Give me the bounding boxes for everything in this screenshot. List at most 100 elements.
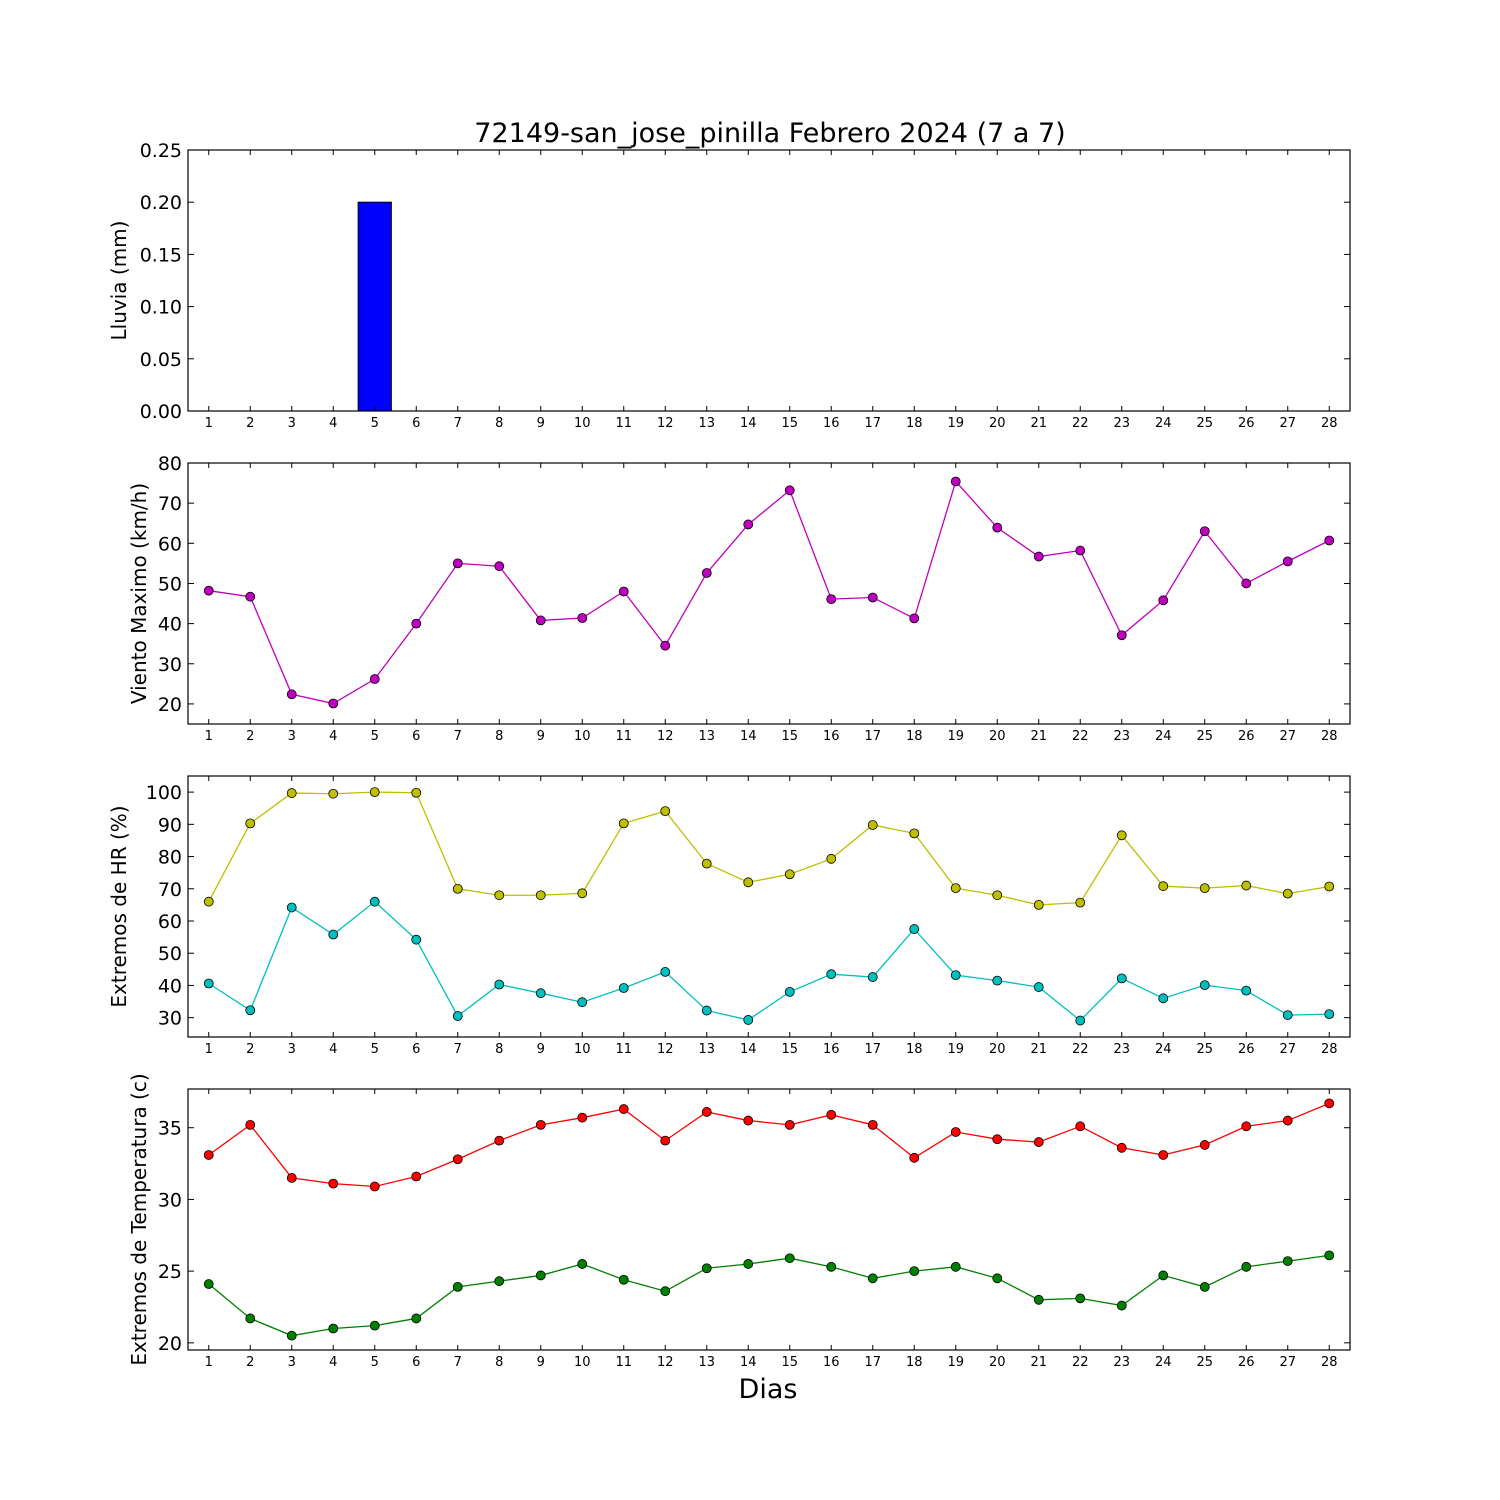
point-day-6 (411, 934, 422, 945)
x-tick-label: 16 (823, 729, 840, 744)
point-day-26 (1241, 985, 1252, 996)
point-day-6 (411, 1313, 422, 1324)
y-tick-label: 35 (158, 1118, 182, 1140)
point-day-3 (286, 689, 297, 700)
x-tick-label: 28 (1321, 729, 1338, 744)
x-tick-label: 27 (1279, 416, 1296, 431)
point-day-19 (950, 476, 961, 487)
x-tick-label: 9 (537, 1042, 545, 1057)
point-day-17 (867, 1273, 878, 1284)
chart-panels: 0.000.050.100.150.200.251 2 3 4 5 6 7 8 9 10 11 12 1… (107, 140, 1351, 1370)
x-tick-label: 20 (989, 416, 1006, 431)
point-day-9 (535, 1270, 546, 1281)
x-tick-label: 21 (1030, 416, 1047, 431)
x-tick-label: 3 (288, 729, 296, 744)
point-day-25 (1199, 526, 1210, 537)
point-day-16 (826, 1261, 837, 1272)
x-tick-label: 10 (574, 416, 591, 431)
x-tick-label: 28 (1321, 416, 1338, 431)
point-day-10 (577, 613, 588, 623)
point-day-3 (286, 1330, 297, 1341)
point-day-12 (660, 967, 671, 977)
x-tick-label: 6 (412, 1355, 420, 1370)
x-tick-label: 12 (657, 729, 674, 744)
x-tick-label: 22 (1072, 1355, 1089, 1370)
point-day-7 (452, 1154, 463, 1165)
point-day-26 (1241, 1261, 1252, 1272)
x-tick-label: 6 (412, 416, 420, 431)
point-day-19 (950, 883, 961, 894)
y-axis-title: Lluvia (mm) (107, 221, 131, 341)
point-day-15 (784, 1119, 795, 1130)
point-day-19 (950, 970, 961, 981)
point-day-21 (1033, 982, 1044, 992)
point-day-2 (245, 1005, 256, 1016)
x-tick-label: 4 (329, 1355, 337, 1370)
point-day-4 (328, 788, 339, 799)
x-tick-label: 4 (329, 729, 337, 744)
x-tick-label: 16 (823, 416, 840, 431)
panel-frame (187, 1088, 1351, 1351)
x-tick-label: 17 (864, 1042, 881, 1057)
point-day-20 (992, 1273, 1003, 1284)
series-line-2 (208, 900, 1330, 1022)
point-day-13 (701, 568, 712, 578)
point-day-7 (452, 1011, 463, 1021)
x-tick-label: 15 (781, 416, 798, 431)
y-tick-label: 0.20 (140, 192, 182, 214)
series-line-2 (208, 1254, 1330, 1337)
x-tick-label: 18 (906, 1042, 923, 1057)
point-day-23 (1116, 630, 1127, 641)
x-tick-label: 8 (495, 416, 503, 431)
point-day-5 (369, 896, 380, 907)
x-tick-label: 24 (1155, 1042, 1172, 1057)
point-day-16 (826, 969, 837, 980)
point-day-13 (701, 1107, 712, 1117)
x-tick-label: 6 (412, 1042, 420, 1057)
point-day-15 (784, 986, 795, 997)
x-tick-label: 15 (781, 1042, 798, 1057)
point-day-18 (909, 1266, 920, 1277)
point-day-8 (494, 561, 505, 572)
point-day-17 (867, 820, 878, 830)
x-tick-label: 14 (740, 1355, 757, 1370)
point-day-21 (1033, 1294, 1044, 1305)
panel-1: 0.000.050.100.150.200.251 2 3 4 5 6 7 8 9 10 11 12 1… (107, 140, 1351, 431)
x-tick-label: 23 (1113, 416, 1130, 431)
x-tick-label: 23 (1113, 1355, 1130, 1370)
point-day-25 (1199, 883, 1210, 894)
point-day-22 (1075, 1293, 1086, 1304)
point-day-25 (1199, 980, 1210, 991)
point-day-24 (1158, 1150, 1169, 1160)
x-tick-label: 23 (1113, 729, 1130, 744)
x-tick-label: 27 (1279, 1355, 1296, 1370)
x-tick-label: 2 (246, 729, 254, 744)
x-tick-label: 18 (906, 416, 923, 431)
point-day-2 (245, 818, 256, 829)
point-day-9 (535, 988, 546, 999)
point-day-14 (743, 1015, 754, 1025)
x-tick-label: 4 (329, 416, 337, 431)
x-tick-label: 7 (454, 729, 462, 744)
point-day-11 (618, 586, 629, 597)
point-day-8 (494, 890, 505, 901)
x-tick-label: 12 (657, 416, 674, 431)
x-tick-label: 2 (246, 1042, 254, 1057)
panel-2-data (203, 476, 1335, 709)
point-day-20 (992, 975, 1003, 986)
point-day-2 (245, 591, 256, 602)
series-line-1 (208, 1102, 1330, 1188)
x-tick-label: 12 (657, 1355, 674, 1370)
point-day-17 (867, 1119, 878, 1130)
x-tick-label: 23 (1113, 1042, 1130, 1057)
x-tick-label: 8 (495, 1042, 503, 1057)
point-day-23 (1116, 973, 1127, 984)
point-day-13 (701, 1005, 712, 1016)
y-tick-label: 0.15 (140, 244, 182, 266)
x-tick-label: 19 (947, 729, 964, 744)
y-tick-label: 90 (158, 814, 182, 836)
x-tick-label: 27 (1279, 729, 1296, 744)
point-day-28 (1324, 881, 1335, 892)
panel-frame (187, 149, 1351, 412)
